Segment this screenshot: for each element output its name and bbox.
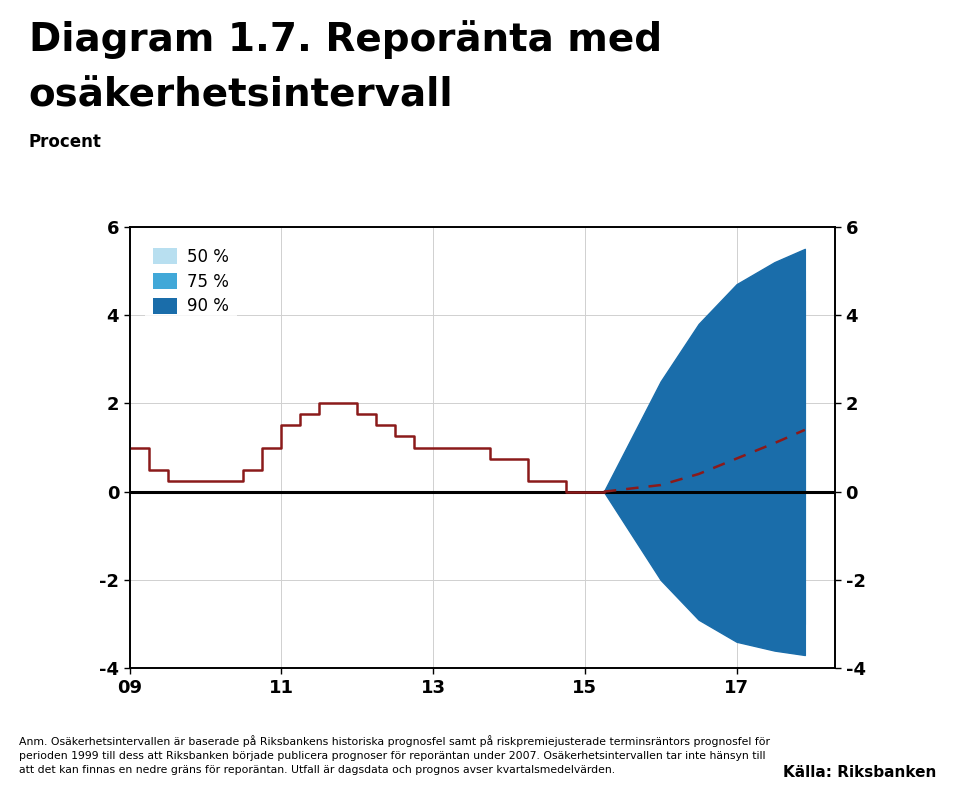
Text: osäkerhetsintervall: osäkerhetsintervall <box>29 77 453 115</box>
Text: Diagram 1.7. Reporänta med: Diagram 1.7. Reporänta med <box>29 20 662 59</box>
Legend: 50 %, 75 %, 90 %: 50 %, 75 %, 90 % <box>145 240 237 323</box>
Text: Anm. Osäkerhetsintervallen är baserade på Riksbankens historiska prognosfel samt: Anm. Osäkerhetsintervallen är baserade p… <box>19 735 770 775</box>
Text: Procent: Procent <box>29 133 102 151</box>
Text: ♔: ♔ <box>852 48 881 80</box>
Text: SVERIGES
RIKSBANK: SVERIGES RIKSBANK <box>836 96 897 117</box>
Text: Källa: Riksbanken: Källa: Riksbanken <box>782 765 936 781</box>
